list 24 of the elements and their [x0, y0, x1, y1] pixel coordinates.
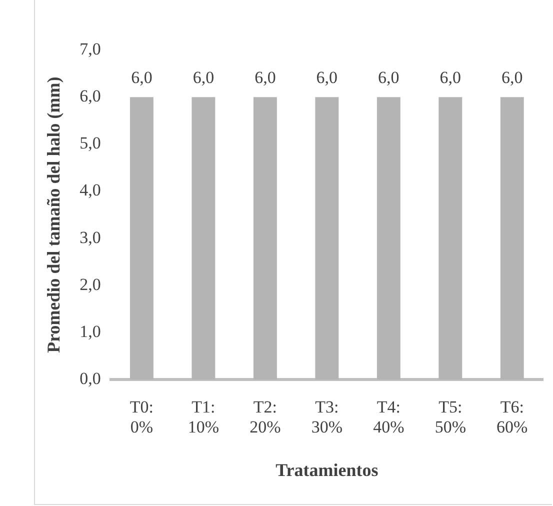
data-label: 6,0: [378, 68, 400, 88]
data-label: 6,0: [192, 68, 214, 88]
data-label: 6,0: [131, 68, 152, 88]
x-tick-label: T0: 0%: [130, 397, 154, 437]
x-axis-title: Tratamientos: [276, 460, 378, 480]
data-label: 6,0: [502, 68, 523, 88]
x-tick-label: T6: 60%: [496, 397, 528, 437]
y-tick-label: 3,0: [80, 228, 101, 247]
y-tick-label: 0,0: [80, 369, 101, 388]
y-axis-title: Promedio del tamaño del halo (mm): [43, 76, 64, 353]
data-label: 6,0: [316, 68, 338, 88]
y-tick-label: 6,0: [80, 86, 101, 106]
x-tick-label: T5: 50%: [434, 397, 466, 437]
y-tick-label: 2,0: [80, 274, 101, 294]
x-tick-label: T3: 30%: [311, 397, 343, 437]
x-tick-label: T4: 40%: [373, 397, 404, 437]
y-tick-label: 5,0: [80, 134, 101, 153]
data-label: 6,0: [254, 68, 276, 88]
data-label: 6,0: [440, 68, 462, 88]
x-tick-label: T2: 20%: [250, 397, 281, 437]
x-tick-label: T1: 10%: [188, 397, 220, 437]
y-tick-label: 4,0: [80, 180, 101, 200]
y-tick-label: 1,0: [80, 322, 101, 341]
y-tick-label: 7,0: [80, 39, 101, 58]
